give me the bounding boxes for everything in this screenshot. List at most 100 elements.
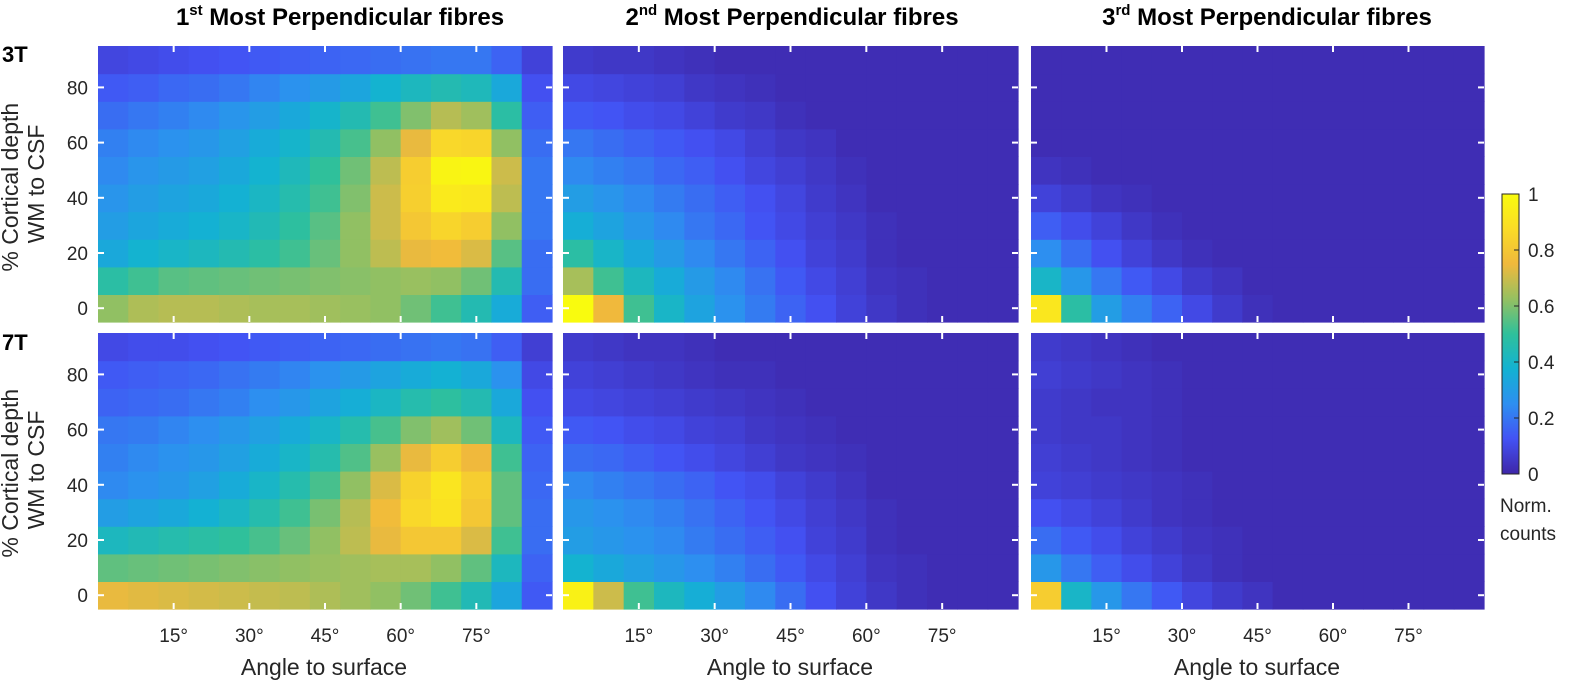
x-tick-label: 60° (852, 626, 881, 647)
heatmap-cell (957, 526, 989, 555)
heatmap-cell (896, 73, 928, 102)
x-tick-label: 45° (1243, 626, 1272, 647)
heatmap-cell (1121, 266, 1153, 295)
heatmap-cell (1121, 388, 1153, 417)
heatmap-cell (370, 498, 402, 527)
heatmap-cell (654, 128, 685, 157)
heatmap-cell (1182, 266, 1213, 295)
colorbar (1501, 193, 1520, 475)
heatmap-cell (1151, 156, 1183, 185)
heatmap-cell (461, 553, 493, 582)
heatmap-cell (1061, 388, 1092, 417)
heatmap-cell (1151, 360, 1183, 389)
heatmap-cell (866, 443, 898, 472)
heatmap-cell (775, 101, 807, 130)
heatmap-cell (866, 101, 898, 130)
heatmap-cell (623, 184, 655, 213)
heatmap-cell (279, 73, 311, 102)
heatmap-cell (563, 553, 594, 582)
heatmap-cell (309, 471, 341, 500)
heatmap-cell (219, 388, 250, 417)
heatmap-cell (370, 46, 402, 75)
heatmap-cell (1031, 211, 1062, 240)
heatmap-cell (957, 211, 989, 240)
heatmap-cell (370, 73, 402, 102)
y-tick-label: 20 (67, 244, 88, 265)
heatmap-cell (745, 333, 776, 362)
heatmap-cell (1151, 553, 1183, 582)
heatmap-cell (188, 415, 220, 444)
heatmap-cell (491, 184, 523, 213)
heatmap-cell (1333, 128, 1364, 157)
heatmap-cell (805, 415, 837, 444)
heatmap-cell (400, 156, 432, 185)
heatmap-cell (896, 184, 928, 213)
heatmap-cell (1423, 360, 1455, 389)
heatmap-cell (249, 360, 281, 389)
heatmap-cell (866, 333, 898, 362)
heatmap-cell (714, 388, 746, 417)
heatmap-cell (623, 239, 655, 268)
heatmap-cell (866, 184, 898, 213)
heatmap-cell (927, 184, 958, 213)
heatmap-cell (1423, 266, 1455, 295)
heatmap-cell (1091, 184, 1123, 213)
heatmap-cell (623, 101, 655, 130)
heatmap-cell (98, 388, 129, 417)
heatmap-cell (805, 526, 837, 555)
heatmap-cell (1091, 553, 1123, 582)
heatmap-cell (1363, 128, 1394, 157)
heatmap-cell (279, 388, 311, 417)
heatmap-cell (370, 388, 402, 417)
heatmap-cell (1423, 388, 1455, 417)
heatmap-cell (593, 156, 625, 185)
heatmap-cell (957, 360, 989, 389)
heatmap-cell (279, 415, 311, 444)
heatmap-cell (309, 101, 341, 130)
heatmap-cell (219, 211, 250, 240)
heatmap-cell (836, 266, 867, 295)
heatmap-cell (188, 333, 220, 362)
y-tick-label: 40 (67, 189, 88, 210)
heatmap-cell (1363, 73, 1394, 102)
heatmap-cell (987, 388, 1019, 417)
heatmap-cell (370, 239, 402, 268)
heatmap-cell (370, 128, 402, 157)
heatmap-cell (188, 184, 220, 213)
heatmap-cell (1121, 73, 1153, 102)
heatmap-cell (866, 581, 898, 610)
heatmap-cell (745, 553, 776, 582)
heatmap-cell (279, 526, 311, 555)
heatmap-cell (1212, 266, 1243, 295)
x-tick-label: 30° (1168, 626, 1197, 647)
heatmap-cell (1121, 156, 1153, 185)
heatmap-cell (370, 101, 402, 130)
heatmap-cell (491, 333, 523, 362)
heatmap-cell (1333, 156, 1364, 185)
heatmap-cell (896, 294, 928, 323)
heatmap-cell (279, 211, 311, 240)
heatmap-cell (563, 443, 594, 472)
x-tick-label: 60° (386, 626, 415, 647)
heatmap-cell (1393, 211, 1425, 240)
heatmap-cell (128, 46, 160, 75)
heatmap-cell (805, 498, 837, 527)
heatmap-cell (896, 415, 928, 444)
heatmap-cell (430, 471, 462, 500)
heatmap-cell (400, 526, 432, 555)
heatmap-cell (805, 46, 837, 75)
heatmap-cell (188, 73, 220, 102)
heatmap-cell (1182, 46, 1213, 75)
heatmap-cell (1333, 211, 1364, 240)
heatmap-cell (866, 498, 898, 527)
heatmap-cell (1302, 443, 1334, 472)
colorbar-label: Norm. counts (1500, 496, 1557, 545)
heatmap-cell (1121, 360, 1153, 389)
heatmap-cell (593, 471, 625, 500)
heatmap-cell (340, 415, 371, 444)
y-tick-label: 0 (77, 586, 88, 607)
heatmap-cell (927, 211, 958, 240)
heatmap-cell (98, 211, 129, 240)
heatmap-cell (249, 553, 281, 582)
heatmap-cell (309, 211, 341, 240)
